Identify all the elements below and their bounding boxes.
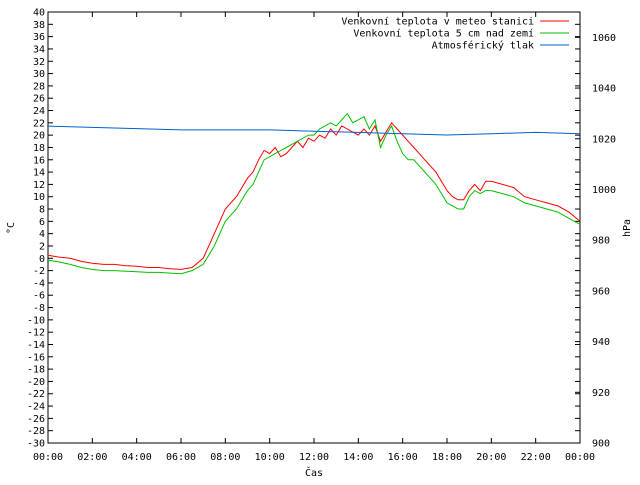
- y-tick-label: -30: [27, 439, 45, 450]
- x-tick-label: 00:00: [33, 452, 63, 463]
- axes: [47, 11, 581, 444]
- y-tick-label: -10: [27, 315, 45, 326]
- y2-tick-label: 1040: [592, 84, 616, 95]
- y-tick-label: 8: [39, 205, 45, 216]
- x-tick-label: 16:00: [388, 452, 418, 463]
- y-tick-label: -24: [27, 402, 45, 413]
- x-tick-label: 06:00: [166, 452, 196, 463]
- y-tick-label: -8: [33, 303, 45, 314]
- y2-tick-label: 920: [592, 388, 610, 399]
- y2-tick-label: 1060: [592, 33, 616, 44]
- y-tick-label: -14: [27, 340, 45, 351]
- x-tick-label: 10:00: [255, 452, 285, 463]
- y-tick-label: -26: [27, 414, 45, 425]
- y-tick-label: 20: [33, 131, 45, 142]
- y-tick-label: -2: [33, 266, 45, 277]
- y-tick-label: 18: [33, 143, 45, 154]
- y-tick-label: -18: [27, 365, 45, 376]
- x-tick-label: 20:00: [476, 452, 506, 463]
- y2-tick-label: 940: [592, 337, 610, 348]
- legend-label-3: Atmosférický tlak: [432, 40, 534, 52]
- y2-tick-label: 960: [592, 286, 610, 297]
- y-tick-label: 28: [33, 81, 45, 92]
- y-axis-label: °C: [6, 222, 17, 234]
- y2-tick-label: 980: [592, 236, 610, 247]
- y-tick-label: 12: [33, 180, 45, 191]
- y-tick-label: 38: [33, 20, 45, 31]
- series-line-2: [47, 112, 581, 275]
- x-tick-label: 22:00: [521, 452, 551, 463]
- y-tick-label: 36: [33, 32, 45, 43]
- y-tick-label: -16: [27, 352, 45, 363]
- y-axis-right-ticks: 900 920 940 960 980 1000 1020 1040 1060: [575, 33, 616, 450]
- y-tick-label: 40: [33, 8, 45, 19]
- y-tick-label: 22: [33, 118, 45, 129]
- x-tick-label: 14:00: [343, 452, 373, 463]
- series-lines: [47, 112, 581, 275]
- y-tick-label: 32: [33, 57, 45, 68]
- y-tick-label: 6: [39, 217, 45, 228]
- x-tick-label: 04:00: [122, 452, 152, 463]
- x-tick-label: 18:00: [432, 452, 462, 463]
- y-tick-label: 2: [39, 241, 45, 252]
- x-tick-label: 12:00: [299, 452, 329, 463]
- y-tick-label: 4: [39, 229, 45, 240]
- y-tick-label: 16: [33, 155, 45, 166]
- x-tick-label: 00:00: [565, 452, 595, 463]
- series-line-3: [47, 125, 581, 136]
- y2-axis-label: hPa: [622, 219, 633, 237]
- y-tick-label: 30: [33, 69, 45, 80]
- y-tick-label: 0: [39, 254, 45, 265]
- y-tick-label: -4: [33, 278, 45, 289]
- y-tick-label: 10: [33, 192, 45, 203]
- y2-tick-label: 1000: [592, 185, 616, 196]
- y-tick-label: -6: [33, 291, 45, 302]
- y-tick-label: -22: [27, 389, 45, 400]
- y-tick-label: -20: [27, 377, 45, 388]
- legend-label-2: Venkovní teplota 5 cm nad zemí: [353, 28, 534, 40]
- y-tick-label: 26: [33, 94, 45, 105]
- series-line-1: [47, 121, 581, 270]
- y-tick-label: 34: [33, 44, 45, 55]
- y-axis-left-ticks: -30-28-26-24-22-20-18-16-14-12-10-8-6-4-…: [27, 8, 580, 450]
- y2-tick-label: 1020: [592, 134, 616, 145]
- legend: Venkovní teplota v meteo staniciVenkovní…: [341, 16, 569, 52]
- y-tick-label: -12: [27, 328, 45, 339]
- y-tick-label: -28: [27, 426, 45, 437]
- plot-frame: [47, 11, 581, 444]
- x-axis-ticks: 00:00 02:00 04:00 06:00 08:00 10:00 12:00 14:00…: [33, 12, 595, 463]
- x-tick-label: 08:00: [210, 452, 240, 463]
- x-axis-label: Čas: [305, 466, 323, 479]
- y2-tick-label: 900: [592, 439, 610, 450]
- x-tick-label: 02:00: [77, 452, 107, 463]
- y-tick-label: 14: [33, 168, 45, 179]
- y-tick-label: 24: [33, 106, 45, 117]
- legend-label-1: Venkovní teplota v meteo stanici: [341, 16, 534, 28]
